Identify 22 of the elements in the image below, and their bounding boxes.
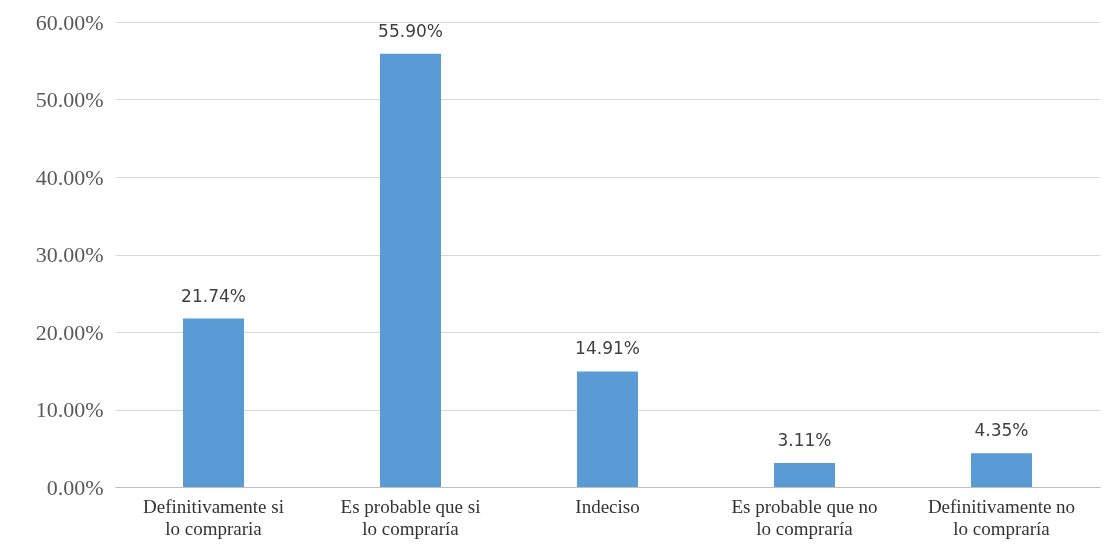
data-label: 21.74%: [181, 285, 246, 306]
data-label: 4.35%: [974, 420, 1029, 441]
bar: [970, 453, 1033, 487]
data-label: 55.90%: [378, 20, 443, 41]
bar: [576, 371, 639, 487]
y-tick-label: 40.00%: [35, 164, 104, 190]
x-tick-label: Es probable que si lo compraría: [340, 495, 481, 539]
y-tick-label: 10.00%: [35, 397, 104, 422]
x-tick-label: Definitivamente no lo compraría: [927, 495, 1076, 539]
y-tick-label: 30.00%: [35, 242, 104, 267]
bar: [182, 318, 245, 487]
data-label: 3.11%: [777, 429, 832, 450]
y-tick-label: 50.00%: [35, 87, 104, 112]
y-tick-label: 0.00%: [46, 474, 104, 500]
data-label: 14.91%: [575, 338, 640, 359]
y-tick-label: 20.00%: [35, 319, 104, 345]
x-tick-label: Indeciso: [575, 495, 640, 517]
bar: [773, 462, 836, 487]
x-tick-label: Definitivamente si lo compraria: [143, 495, 284, 539]
x-tick-label: Es probable que no lo compraría: [731, 495, 878, 539]
y-tick-label: 60.00%: [35, 9, 104, 35]
bar: [379, 53, 442, 487]
